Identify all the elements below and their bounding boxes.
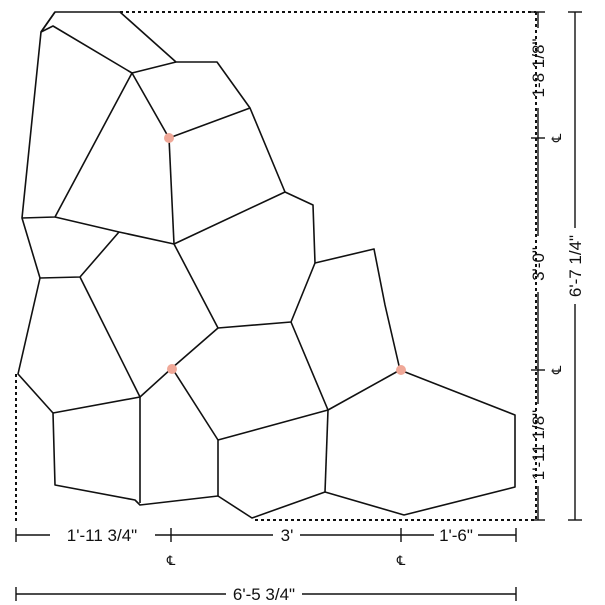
joint — [168, 137, 175, 245]
right-middle-segment-label: 3'-0" — [529, 247, 548, 281]
marker-dot — [164, 133, 174, 143]
centerline-symbol-bottom-left: ℄ — [166, 554, 176, 569]
marker-dot — [396, 365, 406, 375]
centerline-symbol-right-lower: ℄ — [550, 365, 565, 375]
joint — [52, 327, 219, 414]
joint — [79, 276, 141, 398]
centerline-symbol-bottom-right: ℄ — [396, 554, 406, 569]
joint — [39, 231, 120, 279]
stone-joints — [21, 11, 401, 503]
overall-width-label: 6'-5 3/4" — [233, 585, 295, 604]
bottom-left-segment-label: 1'-11 3/4" — [67, 526, 137, 545]
joint — [40, 25, 177, 74]
joint — [173, 243, 316, 329]
joint — [21, 72, 133, 219]
joint — [327, 369, 401, 411]
bounding-box-right-edge — [516, 12, 537, 521]
centerline-symbol-right-upper: ℄ — [550, 133, 565, 143]
right-dimension-chain: 1-8 1/8" 3'-0" 1'-11 1/8" ℄ ℄ — [529, 11, 565, 521]
joint — [217, 321, 329, 441]
bottom-right-segment-label: 1'-6" — [439, 526, 473, 545]
bottom-middle-segment-label: 3' — [281, 526, 294, 545]
marker-dot — [167, 364, 177, 374]
joint — [54, 191, 286, 245]
bottom-dimension-chain: 1'-11 3/4" 3' 1'-6" ℄ ℄ — [15, 526, 517, 569]
joint — [324, 409, 329, 493]
joint — [171, 367, 219, 496]
overall-width-dimension: 6'-5 3/4" — [15, 585, 517, 604]
joint — [40, 11, 56, 33]
overall-height-dimension: 6'-7 1/4" — [566, 11, 585, 521]
right-bottom-segment-label: 1'-11 1/8" — [529, 410, 548, 480]
overall-height-label: 6'-7 1/4" — [566, 235, 585, 297]
right-top-segment-label: 1-8 1/8" — [529, 39, 548, 98]
pattern-outline — [17, 11, 516, 519]
